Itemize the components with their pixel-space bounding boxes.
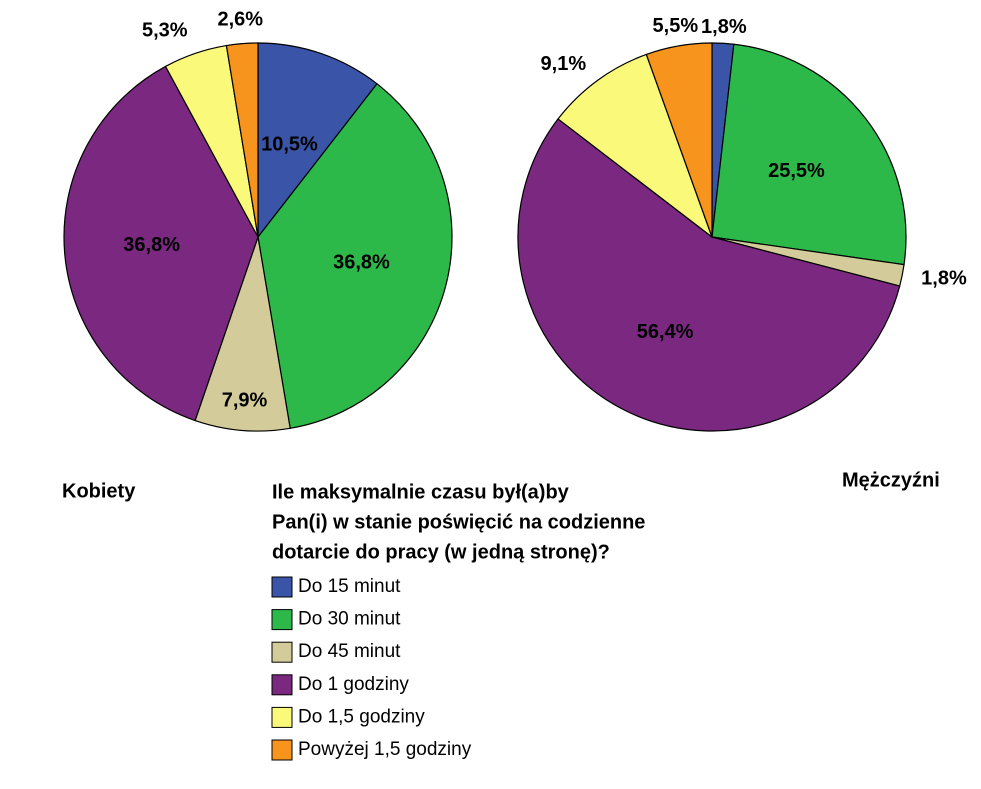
legend-swatch: [271, 609, 293, 631]
data-label: 56,4%: [637, 321, 694, 343]
data-label: 10,5%: [261, 134, 318, 156]
legend-label: Do 1 godziny: [298, 674, 409, 695]
data-label: 1,8%: [921, 268, 967, 290]
pie-title: Kobiety: [62, 480, 136, 502]
legend-swatch: [271, 706, 293, 728]
legend-swatch: [271, 641, 293, 663]
pie-slice: [194, 236, 291, 432]
legend-title: dotarcie do pracy (w jedną stronę)?: [272, 541, 610, 563]
legend-title: Pan(i) w stanie poświęcić na codzienne: [272, 511, 645, 533]
legend-label: Do 30 minut: [298, 609, 401, 630]
data-label: 9,1%: [541, 53, 587, 75]
data-label: 36,8%: [333, 251, 390, 273]
pie-title: Mężczyźni: [842, 469, 940, 491]
legend-swatch: [271, 576, 293, 598]
legend-label: Do 1,5 godziny: [298, 706, 425, 727]
legend-swatch: [271, 739, 293, 761]
pie-slice: [645, 42, 713, 238]
pie-slice: [517, 118, 901, 432]
pie-slice: [257, 42, 378, 239]
pie-slice: [63, 65, 259, 422]
legend-label: Powyżej 1,5 godziny: [298, 739, 472, 760]
pie-slice: [557, 53, 714, 239]
data-label: 2,6%: [217, 9, 263, 31]
data-label: 36,8%: [123, 234, 180, 256]
pie-slice: [257, 82, 453, 430]
data-label: 5,5%: [653, 15, 699, 37]
data-label: 25,5%: [768, 160, 825, 182]
data-label: 5,3%: [142, 20, 188, 42]
legend-swatch: [271, 674, 293, 696]
pie-slice: [711, 43, 907, 266]
legend-label: Do 45 minut: [298, 641, 401, 662]
data-label: 7,9%: [222, 390, 268, 412]
pie-slice: [225, 42, 259, 238]
legend-title: Ile maksymalnie czasu był(a)by: [272, 481, 570, 503]
data-label: 1,8%: [701, 16, 747, 38]
legend-label: Do 15 minut: [298, 576, 401, 597]
